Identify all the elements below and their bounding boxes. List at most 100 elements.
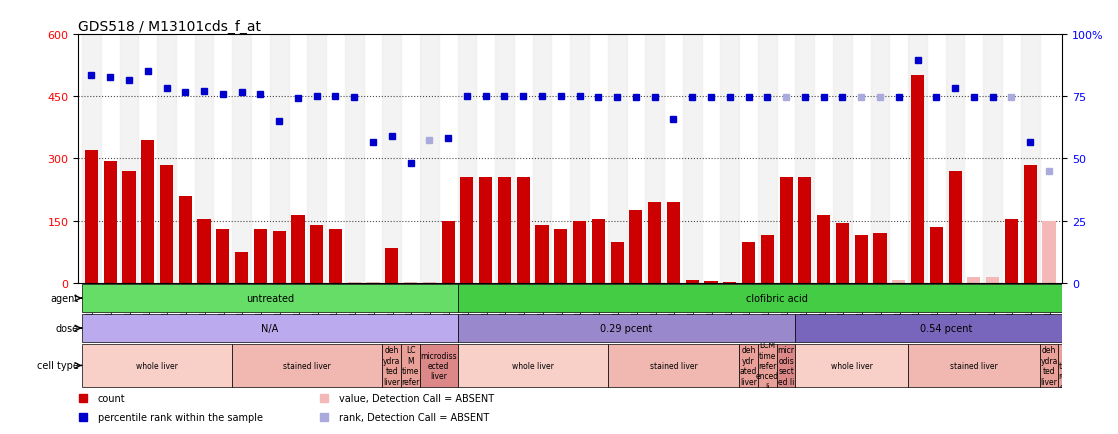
Bar xyxy=(269,35,288,283)
Text: micr
odis
sect
ed li: micr odis sect ed li xyxy=(778,345,795,386)
Text: dose: dose xyxy=(56,323,78,333)
Bar xyxy=(683,35,702,283)
FancyBboxPatch shape xyxy=(908,344,1040,387)
Bar xyxy=(574,221,586,283)
Text: micr
odis
sect
ed li: micr odis sect ed li xyxy=(1078,345,1095,386)
Bar xyxy=(760,236,774,283)
Bar xyxy=(796,35,814,283)
FancyBboxPatch shape xyxy=(457,314,796,342)
Bar xyxy=(348,282,361,283)
FancyBboxPatch shape xyxy=(796,344,908,387)
Bar xyxy=(873,234,887,283)
Bar xyxy=(179,197,192,283)
Text: percentile rank within the sample: percentile rank within the sample xyxy=(98,412,263,422)
Bar xyxy=(930,227,942,283)
Bar xyxy=(666,203,680,283)
Bar xyxy=(307,35,326,283)
FancyBboxPatch shape xyxy=(796,314,1096,342)
Bar xyxy=(423,282,436,283)
Bar xyxy=(85,151,98,283)
Bar xyxy=(967,277,980,283)
Bar xyxy=(591,219,605,283)
Text: deh
ydra
ted
liver: deh ydra ted liver xyxy=(1040,345,1058,386)
Bar xyxy=(1024,165,1036,283)
Text: clofibric acid: clofibric acid xyxy=(746,293,807,303)
Text: whole liver: whole liver xyxy=(136,361,178,370)
Bar xyxy=(645,35,664,283)
Bar xyxy=(1021,35,1040,283)
Bar xyxy=(233,35,252,283)
Text: GDS518 / M13101cds_f_at: GDS518 / M13101cds_f_at xyxy=(78,20,262,34)
Bar xyxy=(420,35,438,283)
Text: deh
ydra
ted
liver: deh ydra ted liver xyxy=(383,345,400,386)
Bar xyxy=(382,35,401,283)
Bar xyxy=(892,280,906,283)
Bar xyxy=(798,178,812,283)
Text: stained liver: stained liver xyxy=(650,361,698,370)
Text: N/A: N/A xyxy=(262,323,278,333)
Bar xyxy=(983,35,1002,283)
Bar xyxy=(758,35,777,283)
Bar xyxy=(742,242,755,283)
Bar xyxy=(120,35,139,283)
FancyBboxPatch shape xyxy=(82,314,457,342)
Text: count: count xyxy=(98,394,125,404)
FancyBboxPatch shape xyxy=(82,344,233,387)
Bar xyxy=(82,35,101,283)
Bar xyxy=(273,232,286,283)
Bar xyxy=(629,211,643,283)
Bar xyxy=(498,178,511,283)
Bar xyxy=(1042,221,1055,283)
Bar xyxy=(344,35,363,283)
Bar xyxy=(457,35,476,283)
Bar xyxy=(1005,219,1018,283)
Bar xyxy=(158,35,176,283)
Text: LC
M
time
refer: LC M time refer xyxy=(401,345,419,386)
Text: LC
M
time
refer
ed li: LC M time refer ed li xyxy=(1059,340,1077,391)
Bar xyxy=(495,35,514,283)
FancyBboxPatch shape xyxy=(420,344,457,387)
Bar xyxy=(555,230,567,283)
FancyBboxPatch shape xyxy=(457,344,608,387)
Bar xyxy=(871,35,889,283)
Text: microdiss
ected
liver: microdiss ected liver xyxy=(420,351,457,381)
Bar xyxy=(720,35,739,283)
Text: stained liver: stained liver xyxy=(284,361,331,370)
Bar xyxy=(536,225,549,283)
Bar xyxy=(817,215,831,283)
Bar xyxy=(404,282,417,283)
Bar xyxy=(367,282,380,283)
Bar xyxy=(648,203,661,283)
Text: agent: agent xyxy=(50,293,78,303)
Bar xyxy=(195,35,214,283)
Text: stained liver: stained liver xyxy=(950,361,997,370)
FancyBboxPatch shape xyxy=(739,344,758,387)
Text: deh
ydr
ated
liver: deh ydr ated liver xyxy=(740,345,757,386)
FancyBboxPatch shape xyxy=(1077,344,1096,387)
FancyBboxPatch shape xyxy=(1059,344,1077,387)
Bar xyxy=(517,178,530,283)
Text: 0.54 pcent: 0.54 pcent xyxy=(919,323,972,333)
FancyBboxPatch shape xyxy=(401,344,420,387)
Bar xyxy=(833,35,852,283)
Bar xyxy=(292,215,304,283)
FancyBboxPatch shape xyxy=(1040,344,1059,387)
Bar xyxy=(480,178,492,283)
FancyBboxPatch shape xyxy=(382,344,401,387)
Bar xyxy=(254,230,267,283)
Text: whole liver: whole liver xyxy=(512,361,553,370)
Bar xyxy=(608,35,626,283)
Bar xyxy=(329,230,342,283)
Bar xyxy=(160,165,173,283)
Bar xyxy=(122,171,135,283)
FancyBboxPatch shape xyxy=(233,344,382,387)
Bar xyxy=(779,178,793,283)
Bar xyxy=(946,35,965,283)
Text: cell type: cell type xyxy=(37,361,78,371)
FancyBboxPatch shape xyxy=(457,284,1096,313)
Bar xyxy=(911,76,925,283)
Text: rank, Detection Call = ABSENT: rank, Detection Call = ABSENT xyxy=(339,412,490,422)
Text: 0.29 pcent: 0.29 pcent xyxy=(600,323,653,333)
FancyBboxPatch shape xyxy=(82,284,457,313)
FancyBboxPatch shape xyxy=(777,344,796,387)
